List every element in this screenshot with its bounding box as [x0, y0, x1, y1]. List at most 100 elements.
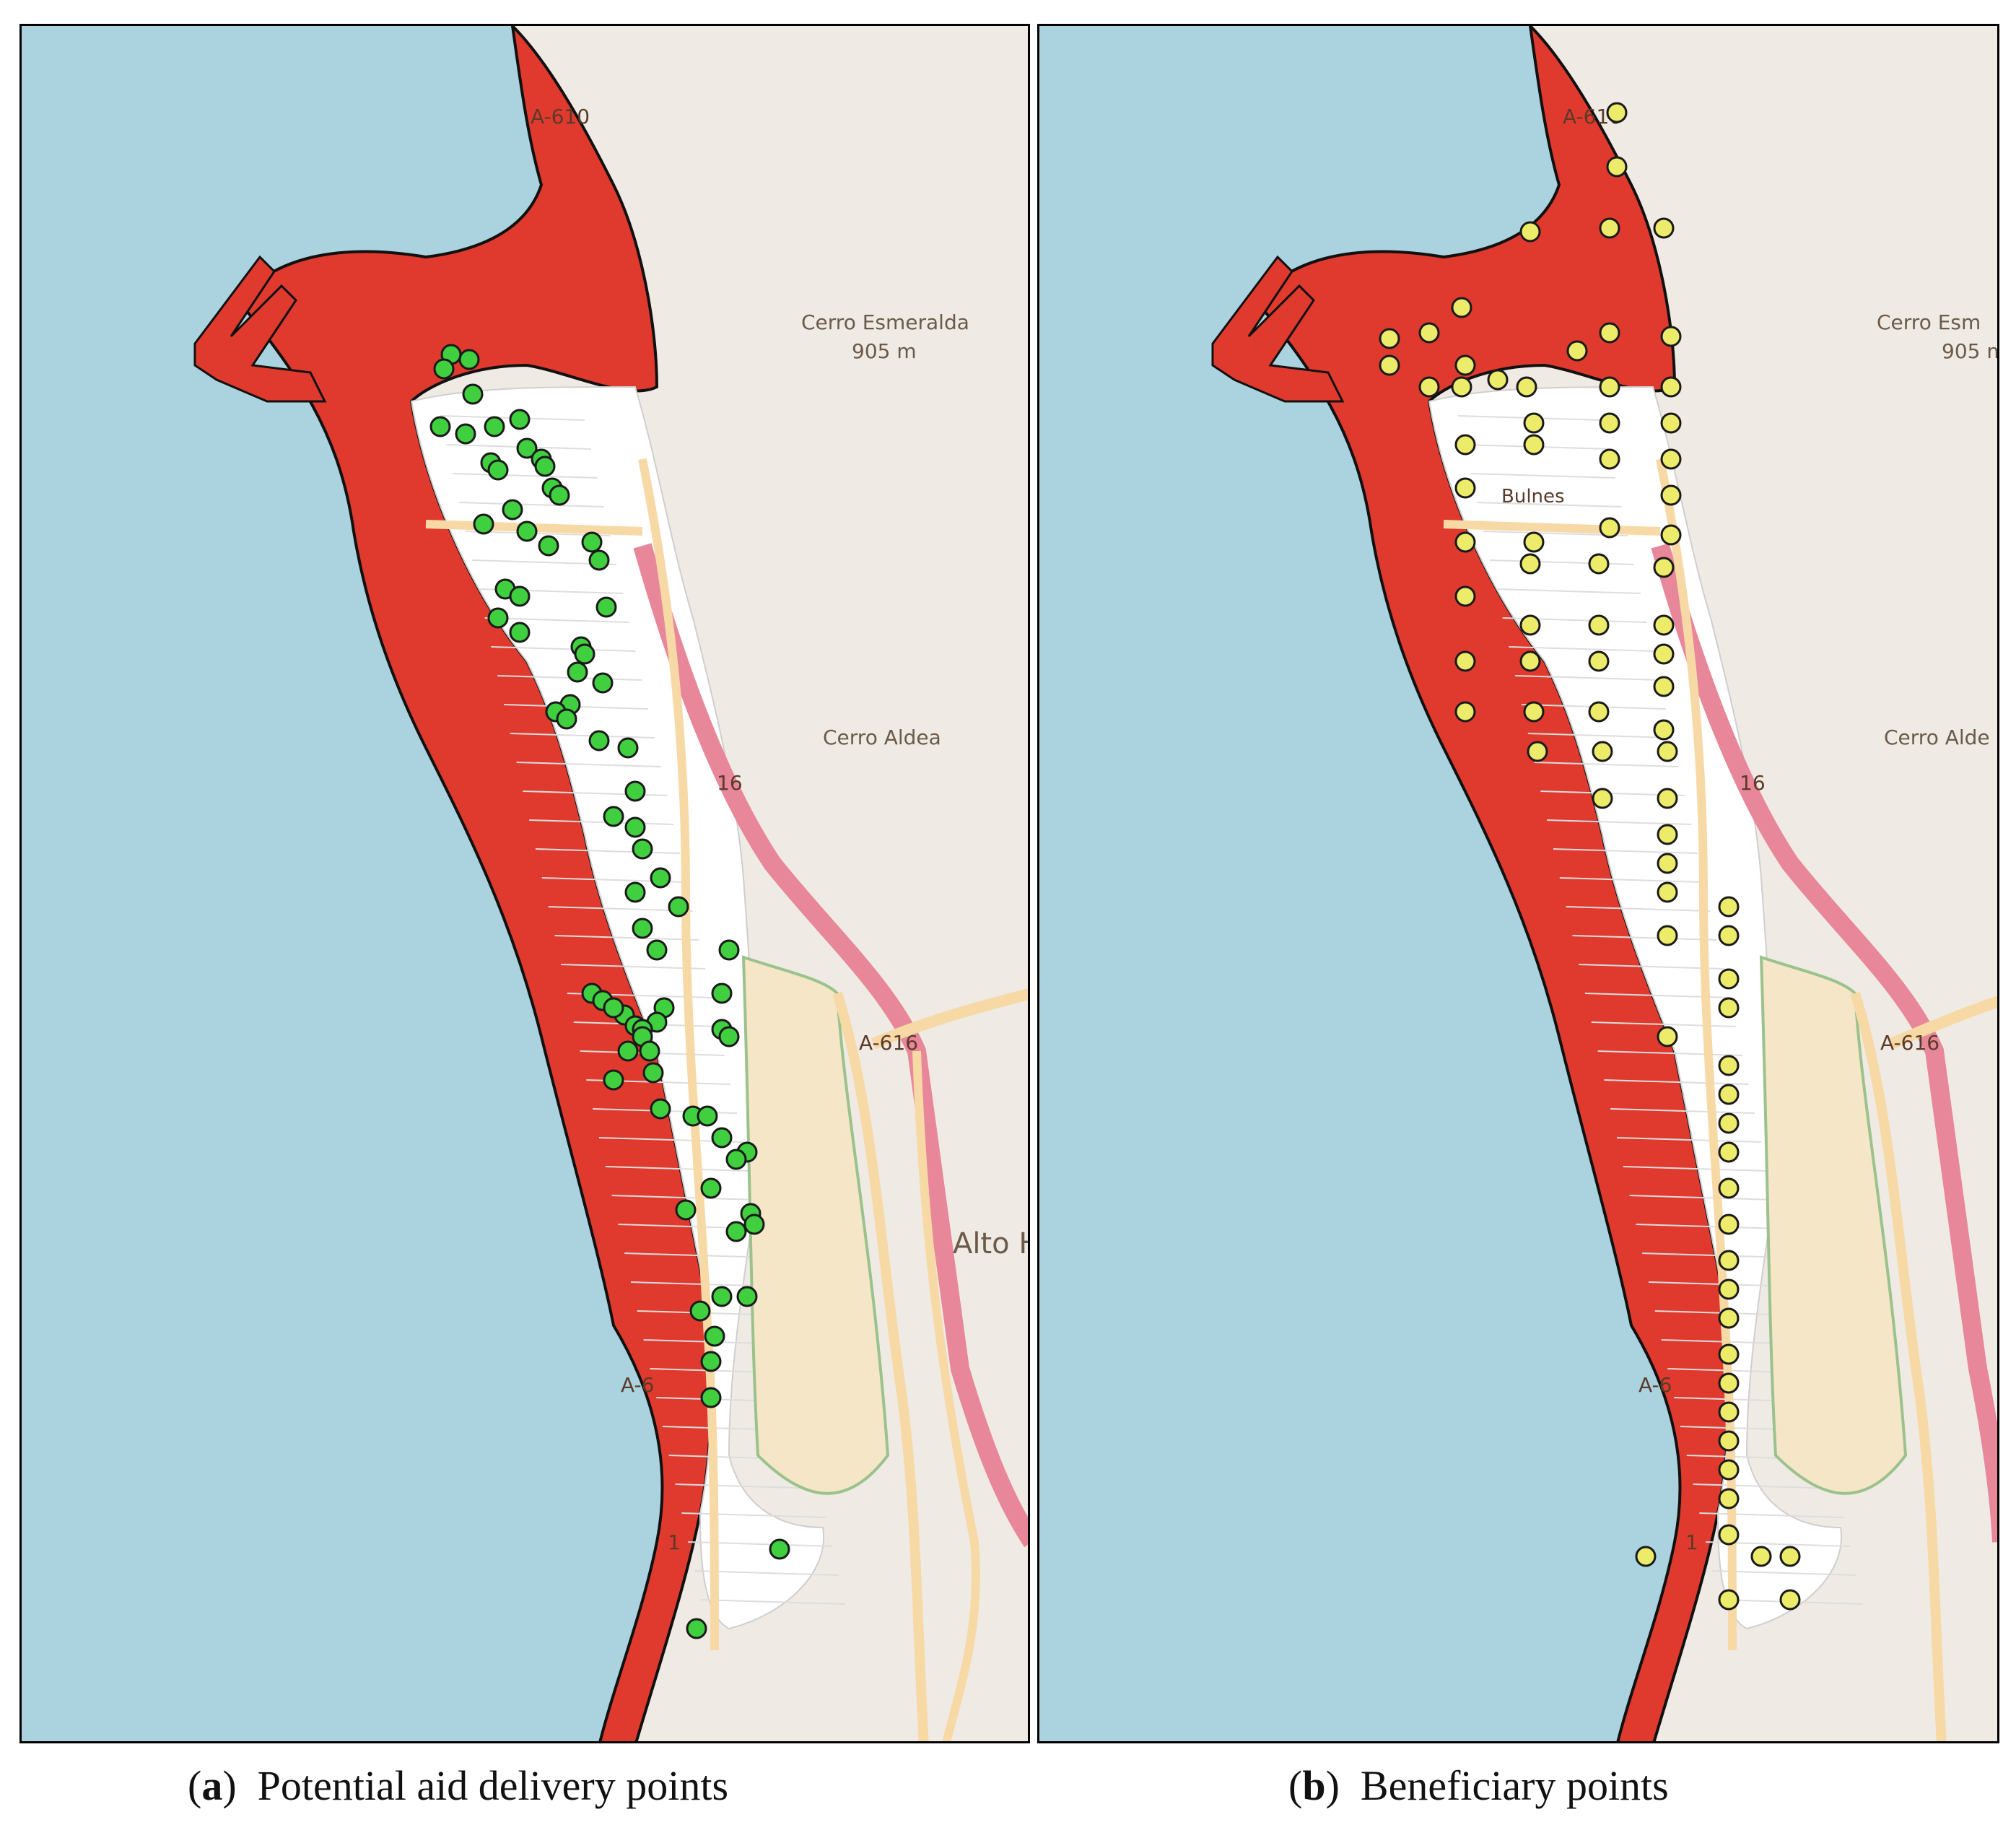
map-point [646, 939, 668, 961]
map-point [1718, 1141, 1740, 1163]
peak-label-esmeralda: Cerro Esm [1877, 310, 1981, 334]
map-point [1519, 650, 1541, 672]
map-point [1660, 484, 1682, 506]
map-point [650, 867, 671, 889]
map-point [487, 459, 509, 481]
peak-label-aldea: Cerro Alde [1884, 726, 1990, 749]
map-point [650, 1098, 671, 1120]
street-label-bulnes: Bulnes [1501, 486, 1565, 507]
map-point [1718, 896, 1740, 918]
map-canvas-a: Cerro Esmeralda 905 m Cerro Aldea A-610 … [22, 26, 1028, 1741]
street-line [484, 617, 629, 623]
map-point [1451, 297, 1472, 318]
map-panel-potential-delivery: Cerro Esmeralda 905 m Cerro Aldea A-610 … [19, 24, 1030, 1743]
street-line [548, 906, 693, 912]
map-point [1519, 221, 1541, 243]
street-line [1559, 877, 1704, 883]
street-line [459, 502, 604, 507]
road-shield-16: 16 [1740, 771, 1766, 795]
street-line [605, 1166, 750, 1172]
street-line [561, 964, 706, 970]
map-point [1657, 853, 1678, 874]
map-point [1660, 448, 1682, 470]
road-avenida-la-tirana [638, 458, 719, 1651]
street-line [1566, 906, 1711, 912]
map-point [1635, 1546, 1657, 1567]
caption-text: Beneficiary points [1360, 1762, 1669, 1809]
map-point [1718, 968, 1740, 990]
map-point [718, 1026, 740, 1047]
map-point [1599, 322, 1620, 344]
map-point [1523, 434, 1545, 456]
street-line [1509, 646, 1654, 652]
map-point [1592, 741, 1613, 762]
map-point [725, 1221, 747, 1242]
map-point [603, 997, 624, 1019]
map-point [1516, 376, 1537, 398]
map-point [1657, 824, 1678, 845]
map-point [1718, 1250, 1740, 1271]
map-point [1454, 585, 1476, 607]
map-point [1606, 156, 1628, 178]
sea [22, 26, 663, 1741]
map-point [567, 661, 588, 683]
map-point [1454, 531, 1476, 553]
street-line [1623, 1166, 1768, 1172]
map-point [487, 607, 509, 629]
map-point [1657, 741, 1678, 762]
peak-label-aldea: Cerro Aldea [823, 726, 941, 749]
map-point [639, 1040, 660, 1062]
map-point [1718, 1084, 1740, 1105]
map-point [718, 939, 740, 961]
map-point [516, 437, 538, 459]
map-point [1418, 322, 1440, 344]
map-point [484, 416, 505, 437]
map-point [1653, 676, 1675, 697]
road-label-a616: A-616 [859, 1031, 918, 1055]
map-point [1718, 1524, 1740, 1546]
map-point [617, 1040, 639, 1062]
map-point [455, 423, 476, 445]
map-point [1718, 1343, 1740, 1365]
map-point [1718, 1401, 1740, 1423]
caption-a: (a) Potential aid delivery points [188, 1762, 729, 1809]
map-point [1718, 1112, 1740, 1134]
map-point [1527, 741, 1548, 762]
map-point [1454, 354, 1476, 376]
street-line [1604, 1079, 1749, 1085]
street-line [1636, 1224, 1781, 1229]
map-point [1588, 553, 1610, 575]
peak-elevation-label: 905 m [852, 339, 917, 363]
peak-label-esmeralda: Cerro Esmeralda [801, 310, 969, 334]
map-point [624, 780, 646, 802]
map-point [556, 708, 577, 730]
street-line [1699, 1512, 1844, 1518]
map-point [1718, 1307, 1740, 1329]
map-point [1657, 881, 1678, 903]
street-line [453, 473, 598, 479]
map-point [429, 416, 451, 437]
map-point [624, 816, 646, 838]
map-point [1454, 434, 1476, 456]
map-point [1660, 376, 1682, 398]
map-point [1718, 925, 1740, 946]
street-line [675, 1483, 820, 1489]
map-point [1653, 643, 1675, 665]
map-point [704, 1325, 725, 1347]
map-point [686, 1618, 707, 1639]
caption-b: (b) Beneficiary points [1288, 1762, 1669, 1809]
street-line [1591, 1021, 1736, 1027]
map-point [516, 520, 538, 542]
street-line [1534, 762, 1679, 767]
map-point [433, 358, 455, 380]
map-point [700, 1387, 722, 1408]
map-point [743, 1214, 765, 1235]
map-point [632, 838, 653, 860]
map-point [697, 1105, 718, 1127]
map-point [1660, 326, 1682, 347]
map-point [1379, 328, 1400, 349]
map-point [1653, 557, 1675, 578]
map-point [624, 881, 646, 903]
street-line [1496, 588, 1641, 594]
map-point [458, 349, 480, 370]
